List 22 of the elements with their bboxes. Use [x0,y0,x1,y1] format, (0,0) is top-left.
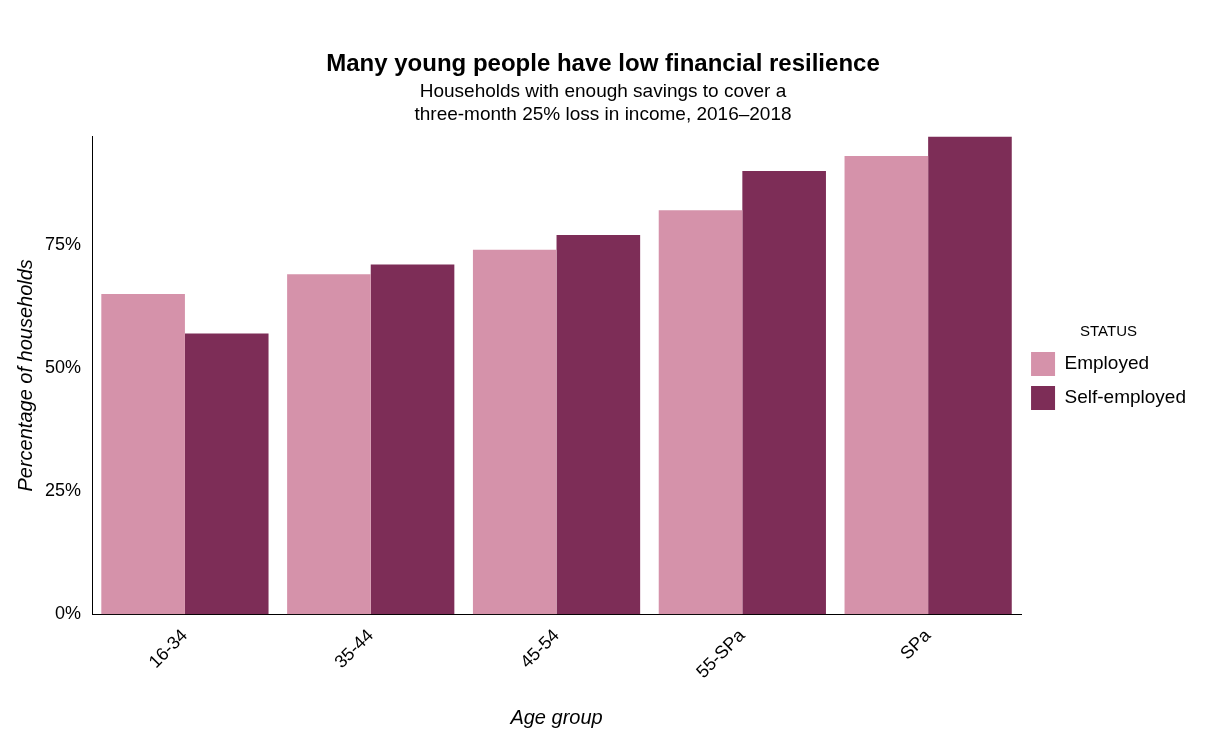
x-tick-label: SPa [896,624,936,664]
legend-label: Employed [1064,352,1150,374]
chart-title: Many young people have low financial resilience [326,49,880,77]
bar [928,136,1012,615]
y-axis-title: Percentage of households [13,259,36,492]
bar [101,294,185,615]
y-tick-label: 75% [45,233,82,254]
bar [472,249,557,615]
bar [844,156,929,615]
legend-label: Self-employed [1064,386,1186,408]
bar [184,333,269,615]
y-tick-label: 0% [55,603,82,624]
y-tick-label: 25% [45,480,82,501]
bar [287,274,371,615]
bar [742,170,826,615]
bar [556,234,641,615]
chart-subtitle: Households with enough savings to cover a three-month 25% loss in income, 2016–2018 [414,80,792,125]
bar [658,210,743,615]
bar [370,264,455,615]
legend-title: STATUS [1080,321,1137,339]
x-axis-title: Age group [509,705,603,728]
y-tick-label: 50% [45,356,82,377]
